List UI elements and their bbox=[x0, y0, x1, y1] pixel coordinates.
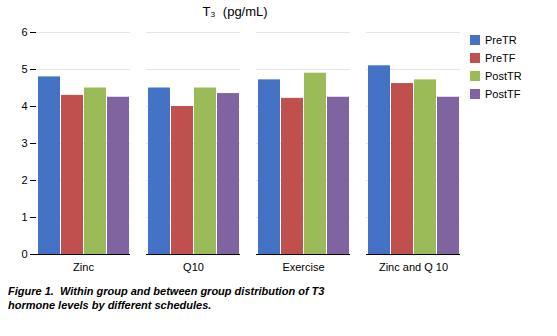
svg-text:3: 3 bbox=[21, 137, 27, 149]
html-text:hormone levels by different sc: hormone levels by different schedules. bbox=[8, 299, 212, 311]
svg-text:Q10: Q10 bbox=[183, 261, 204, 273]
html-text:PostTR: PostTR bbox=[485, 70, 522, 82]
svg-text:Zinc and Q 10: Zinc and Q 10 bbox=[379, 261, 448, 273]
svg-text:Zinc: Zinc bbox=[73, 261, 94, 273]
svg-text:2: 2 bbox=[21, 174, 27, 186]
svg-text:4: 4 bbox=[21, 100, 27, 112]
html-text:T₃ (pg/mL): T₃ (pg/mL) bbox=[202, 4, 268, 19]
svg-text:1: 1 bbox=[21, 211, 27, 223]
html-text:PreTR: PreTR bbox=[485, 34, 517, 46]
svg-text:5: 5 bbox=[21, 63, 27, 75]
svg-text:0: 0 bbox=[21, 248, 27, 260]
svg-text:Exercise: Exercise bbox=[282, 261, 324, 273]
html-text:PreTF: PreTF bbox=[485, 52, 516, 64]
html-text:PostTF: PostTF bbox=[485, 88, 521, 100]
svg-text:6: 6 bbox=[21, 26, 27, 38]
html-text:Figure 1. Within group and bet: Figure 1. Within group and between group… bbox=[8, 285, 325, 297]
